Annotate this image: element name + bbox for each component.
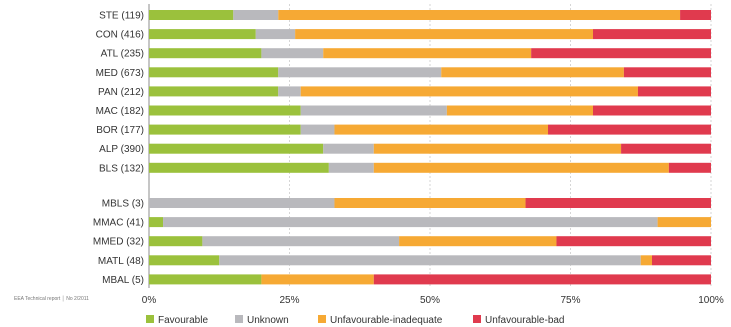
bar-segment: [441, 67, 624, 77]
bar-segment: [149, 255, 219, 265]
bar-segment: [638, 86, 711, 96]
bar-segment: [233, 10, 278, 20]
bar-segment: [149, 48, 261, 58]
bar-segment: [556, 236, 711, 246]
category-label: STE (119): [99, 11, 144, 22]
bar-segment: [399, 236, 556, 246]
bar-segment: [149, 163, 329, 173]
bar-segment: [531, 48, 711, 58]
bar-segment: [447, 106, 593, 116]
legend: Favourable Unknown Unfavourable-inadequate…: [146, 315, 565, 326]
bar-segment: [526, 198, 711, 208]
legend-swatch: [318, 315, 326, 323]
legend-label: Unfavourable-inadequate: [330, 315, 443, 326]
source-note: EEA Technical report │ No 2/2011: [14, 296, 89, 302]
bar-segment: [149, 274, 261, 284]
category-label: MBAL (5): [102, 275, 144, 286]
legend-swatch: [473, 315, 481, 323]
bar-segment: [149, 125, 301, 135]
bar-segment: [374, 274, 711, 284]
x-tick-label: 100%: [698, 295, 724, 306]
x-axis-ticks: 0% 25% 50% 75% 100%: [142, 295, 724, 306]
bar-segment: [680, 10, 711, 20]
bar-segment: [163, 217, 658, 227]
category-label: BLS (132): [99, 163, 144, 174]
bar-segment: [301, 86, 638, 96]
bar-segment: [261, 48, 323, 58]
category-label: MBLS (3): [102, 199, 144, 210]
category-label: MMED (32): [93, 237, 144, 248]
bar-segment: [658, 217, 711, 227]
category-label: ALP (390): [99, 144, 144, 155]
bar-segment: [374, 144, 621, 154]
bar-segment: [624, 67, 711, 77]
category-label: BOR (177): [96, 125, 144, 136]
bar-segment: [278, 86, 300, 96]
category-label: MAC (182): [96, 106, 144, 117]
x-tick-label: 25%: [279, 295, 299, 306]
bar-segment: [329, 163, 374, 173]
bar-segment: [202, 236, 399, 246]
bar-segment: [593, 29, 711, 39]
bar-segment: [278, 67, 441, 77]
bar-segment: [149, 10, 233, 20]
category-label: MATL (48): [98, 256, 144, 267]
bar-segment: [149, 67, 278, 77]
category-label: MED (673): [96, 68, 144, 79]
category-label: PAN (212): [98, 87, 144, 98]
x-tick-label: 50%: [420, 295, 440, 306]
bar-segment: [301, 125, 335, 135]
bar-segment: [652, 255, 711, 265]
bar-segment: [149, 236, 202, 246]
category-label: CON (416): [96, 30, 144, 41]
legend-label: Unfavourable-bad: [485, 315, 565, 326]
category-label: ATL (235): [101, 49, 144, 60]
legend-label: Unknown: [247, 315, 289, 326]
x-tick-label: 0%: [142, 295, 157, 306]
bar-segment: [641, 255, 652, 265]
bar-segment: [149, 106, 301, 116]
bar-segment: [621, 144, 711, 154]
bar-segment: [149, 86, 278, 96]
bar-segment: [334, 125, 548, 135]
legend-swatch: [146, 315, 154, 323]
bar-segment: [593, 106, 711, 116]
bars: [149, 10, 711, 284]
category-labels: STE (119) CON (416) ATL (235) MED (673) PAN …: [93, 11, 144, 286]
bar-segment: [295, 29, 593, 39]
x-tick-label: 75%: [560, 295, 580, 306]
bar-segment: [669, 163, 711, 173]
category-label: MMAC (41): [93, 218, 144, 229]
bar-segment: [149, 198, 334, 208]
bar-segment: [149, 144, 323, 154]
bar-segment: [548, 125, 711, 135]
bar-segment: [323, 48, 531, 58]
bar-segment: [219, 255, 641, 265]
bar-segment: [261, 274, 373, 284]
legend-label: Favourable: [158, 315, 208, 326]
bar-segment: [301, 106, 447, 116]
bar-segment: [256, 29, 295, 39]
bar-segment: [374, 163, 669, 173]
bar-segment: [278, 10, 680, 20]
bar-segment: [334, 198, 525, 208]
legend-swatch: [235, 315, 243, 323]
bar-segment: [323, 144, 374, 154]
bar-segment: [149, 29, 256, 39]
bar-segment: [149, 217, 163, 227]
